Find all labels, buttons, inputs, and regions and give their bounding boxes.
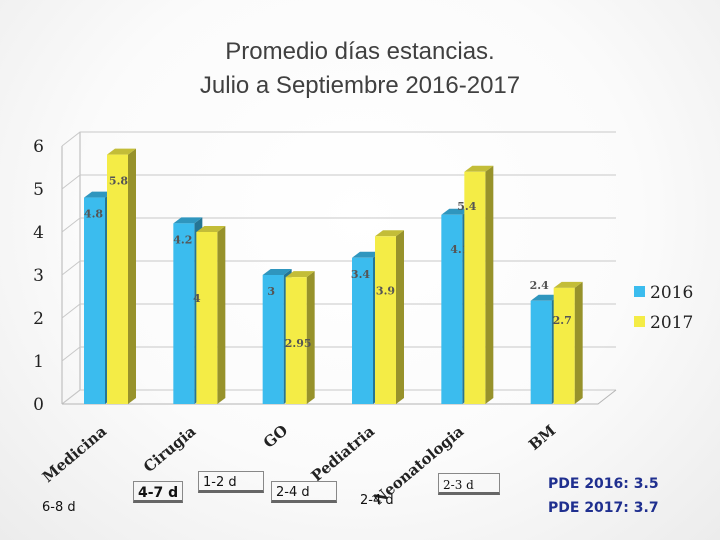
data-label-2016: 3.4 xyxy=(351,268,370,281)
bar-top-2016 xyxy=(530,294,560,301)
bar-2017 xyxy=(107,154,128,404)
bar-top-2017 xyxy=(107,148,136,155)
gridline xyxy=(61,260,616,276)
y-tick-label: 6 xyxy=(33,137,44,157)
standard-stay-cirugia: 4-7 d xyxy=(133,481,184,503)
data-label-2016: 2.4 xyxy=(530,279,549,292)
bar-side-2017 xyxy=(485,165,494,404)
standard-stay-neonatologia: 2-4 d xyxy=(360,493,394,508)
x-category-label: Pediatria xyxy=(308,422,378,485)
bar-side-2017 xyxy=(217,226,226,404)
bar-side-2017 xyxy=(574,281,583,404)
y-tick-label: 2 xyxy=(33,309,44,329)
data-label-2017: 3.9 xyxy=(376,284,395,297)
y-tick-label: 1 xyxy=(33,352,44,372)
bar-2016 xyxy=(262,275,284,404)
bar-top-2017 xyxy=(285,271,315,278)
bar-2016 xyxy=(173,223,195,404)
gridline xyxy=(61,389,616,405)
gridline xyxy=(61,174,616,190)
x-category-label: Cirugia xyxy=(140,422,200,476)
bar-2016 xyxy=(530,300,552,404)
gridline xyxy=(61,131,616,147)
data-label-2017: 4 xyxy=(193,292,201,305)
bar-side-2017 xyxy=(396,230,404,404)
bar-side-2017 xyxy=(306,271,315,404)
data-label-2016: 4.2 xyxy=(173,233,192,246)
pde-2017: PDE 2017: 3.7 xyxy=(548,500,659,516)
bar-top-2017 xyxy=(464,165,494,172)
y-tick-label: 3 xyxy=(33,266,44,286)
bar-top-2016 xyxy=(262,269,292,275)
bar-2016 xyxy=(441,214,463,404)
legend-label-2017: 2017 xyxy=(650,313,693,333)
bar-2017 xyxy=(375,236,396,404)
data-label-2017: 2.95 xyxy=(285,337,312,350)
data-label-2017: 5.8 xyxy=(109,175,128,188)
bar-side-2017 xyxy=(128,148,136,404)
legend-swatch-2016 xyxy=(634,286,645,297)
legend-swatch-2017 xyxy=(634,316,645,327)
floor-edge xyxy=(62,389,617,405)
chart-title-line-1: Promedio días estancias. xyxy=(225,38,495,65)
standard-stay-bm: 2-3 d xyxy=(438,473,500,495)
bar-2017 xyxy=(285,277,307,404)
bar-2016 xyxy=(352,257,373,404)
standard-stay-go: 1-2 d xyxy=(198,471,264,493)
gridline xyxy=(61,346,616,362)
y-tick-label: 0 xyxy=(33,395,44,415)
data-label-2017: 2.7 xyxy=(553,314,572,327)
bar-2016 xyxy=(84,197,105,404)
bar-2017 xyxy=(196,232,218,404)
gridline xyxy=(61,217,616,233)
bar-top-2016 xyxy=(441,208,471,215)
data-label-2016: 4.8 xyxy=(84,208,103,221)
bar-top-2017 xyxy=(196,226,226,232)
x-category-label: GO xyxy=(260,421,291,451)
data-label-2016: 3 xyxy=(267,285,275,298)
bar-top-2017 xyxy=(553,281,583,288)
standard-stay-medicina: 6-8 d xyxy=(42,500,76,515)
x-category-label: Medicina xyxy=(39,422,110,486)
gridline xyxy=(61,303,616,319)
data-label-2017: 5.4 xyxy=(457,200,476,213)
bar-2017 xyxy=(464,171,486,404)
bar-2017 xyxy=(553,287,575,404)
chart-title-line-2: Julio a Septiembre 2016-2017 xyxy=(199,72,521,99)
standard-stay-pediatria: 2-4 d xyxy=(271,481,337,503)
bar-top-2016 xyxy=(173,217,203,224)
bar-top-2017 xyxy=(375,230,404,237)
y-tick-label: 5 xyxy=(33,180,44,200)
bar-top-2016 xyxy=(84,191,113,198)
x-category-label: BM xyxy=(525,421,559,454)
bar-top-2016 xyxy=(352,251,381,258)
legend-label-2016: 2016 xyxy=(650,283,693,303)
y-tick-label: 4 xyxy=(33,223,44,243)
pde-2016: PDE 2016: 3.5 xyxy=(548,476,659,492)
